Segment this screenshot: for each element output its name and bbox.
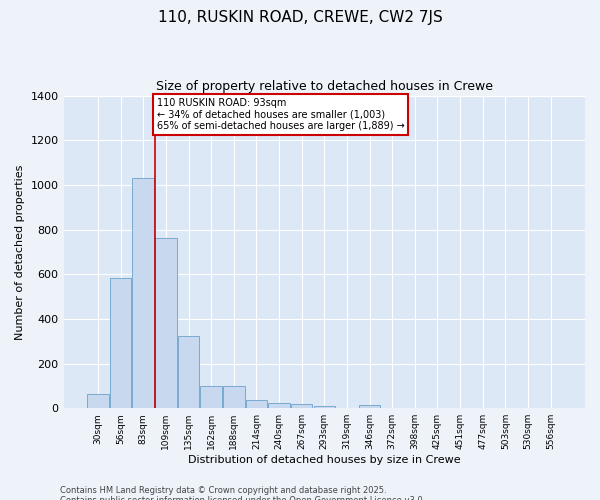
X-axis label: Distribution of detached houses by size in Crewe: Distribution of detached houses by size …	[188, 455, 461, 465]
Bar	[314, 406, 335, 408]
Y-axis label: Number of detached properties: Number of detached properties	[15, 164, 25, 340]
Bar	[155, 238, 176, 408]
Bar	[110, 278, 131, 408]
Text: 110, RUSKIN ROAD, CREWE, CW2 7JS: 110, RUSKIN ROAD, CREWE, CW2 7JS	[158, 10, 442, 25]
Bar	[87, 394, 109, 408]
Text: Contains HM Land Registry data © Crown copyright and database right 2025.: Contains HM Land Registry data © Crown c…	[60, 486, 386, 495]
Bar	[245, 400, 267, 408]
Bar	[200, 386, 222, 408]
Bar	[223, 386, 245, 408]
Text: Contains public sector information licensed under the Open Government Licence v3: Contains public sector information licen…	[60, 496, 425, 500]
Text: 110 RUSKIN ROAD: 93sqm
← 34% of detached houses are smaller (1,003)
65% of semi-: 110 RUSKIN ROAD: 93sqm ← 34% of detached…	[157, 98, 404, 131]
Bar	[359, 405, 380, 408]
Bar	[133, 178, 154, 408]
Bar	[178, 336, 199, 408]
Bar	[291, 404, 313, 408]
Bar	[268, 402, 290, 408]
Title: Size of property relative to detached houses in Crewe: Size of property relative to detached ho…	[156, 80, 493, 93]
